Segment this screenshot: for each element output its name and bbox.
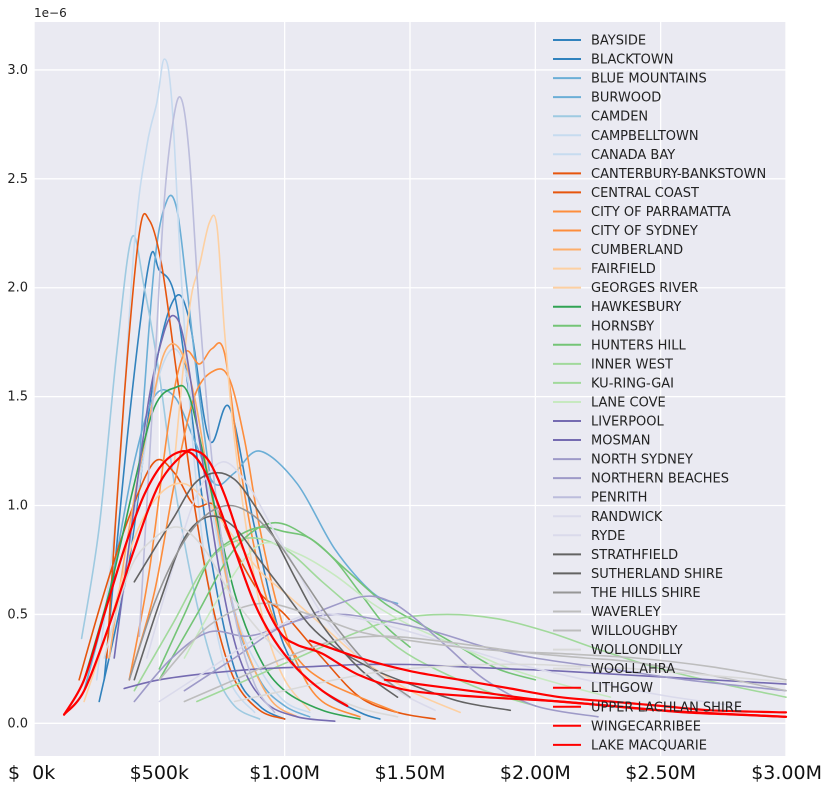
legend-label-lane-cove: LANE COVE	[591, 395, 666, 410]
legend-label-lithgow: LITHGOW	[591, 681, 653, 696]
legend-label-inner-west: INNER WEST	[591, 357, 673, 372]
legend-label-central-coast: CENTRAL COAST	[591, 186, 699, 201]
series-line-the-hills-shire	[128, 504, 411, 698]
legend-label-camden: CAMDEN	[591, 110, 648, 125]
legend-label-blacktown: BLACKTOWN	[591, 53, 673, 68]
legend-label-the-hills-shire: THE HILLS SHIRE	[590, 586, 701, 601]
y-tick-label: 0.5	[7, 607, 28, 622]
x-tick-label: $1.00M	[249, 762, 320, 784]
series-line-wingecarribee	[308, 639, 788, 714]
legend-label-liverpool: LIVERPOOL	[591, 415, 665, 430]
y-tick-label: 2.5	[7, 172, 28, 187]
series-line-randwick	[158, 612, 737, 707]
legend-label-hunters-hill: HUNTERS HILL	[591, 338, 686, 353]
legend-label-sutherland-shire: SUTHERLAND SHIRE	[591, 567, 723, 582]
series-line-woollahra	[233, 663, 787, 703]
series-line-camden	[80, 234, 261, 720]
series-line-hunters-hill	[158, 521, 537, 681]
legend-label-lake-macquarie: LAKE MACQUARIE	[591, 738, 707, 753]
legend-label-upper-lachlan-shire: UPPER LACHLAN SHIRE	[591, 700, 742, 715]
legend-label-wollondilly: WOLLONDILLY	[591, 643, 683, 658]
series-line-liverpool	[123, 663, 787, 690]
series-line-central-coast	[78, 458, 436, 720]
x-tick-label: $3.00M	[751, 762, 822, 784]
grid-lines	[33, 22, 787, 756]
series-line-waverley	[183, 635, 787, 703]
x-tick-label: $2.00M	[500, 762, 571, 784]
legend-label-canada-bay: CANADA BAY	[591, 148, 675, 163]
series-line-blacktown	[103, 250, 286, 720]
legend-label-cumberland: CUMBERLAND	[591, 243, 683, 258]
series-line-northern-beaches	[183, 613, 787, 692]
legend-label-northern-beaches: NORTHERN BEACHES	[591, 472, 729, 487]
legend-label-randwick: RANDWICK	[591, 510, 663, 525]
series-line-penrith	[138, 96, 276, 714]
legend-label-campbelltown: CAMPBELLTOWN	[591, 129, 699, 144]
legend-label-north-sydney: NORTH SYDNEY	[591, 453, 693, 468]
series-line-willoughby	[158, 602, 787, 681]
series-line-hornsby	[158, 526, 411, 670]
series-lines	[62, 58, 788, 722]
x-tick-label: $1.50M	[375, 762, 446, 784]
legend-label-mosman: MOSMAN	[591, 434, 651, 449]
legend-label-waverley: WAVERLEY	[591, 605, 661, 620]
x-tick-label: $ 0k	[8, 762, 55, 784]
y-tick-label: 1.0	[7, 499, 28, 514]
y-tick-label: 2.0	[7, 281, 28, 296]
legend: BAYSIDE BLACKTOWN BLUE MOUNTAINS BURWOOD CAM…	[553, 34, 766, 753]
y-axis-offset-label: 1e−6	[34, 6, 67, 20]
legend-label-city-of-sydney: CITY OF SYDNEY	[591, 224, 698, 239]
legend-label-georges-river: GEORGES RIVER	[591, 281, 698, 296]
legend-label-woollahra: WOOLLAHRA	[591, 662, 675, 677]
series-line-lane-cove	[183, 541, 612, 698]
legend-label-city-of-parramatta: CITY OF PARRAMATTA	[591, 205, 731, 220]
legend-label-hawkesbury: HAWKESBURY	[591, 300, 681, 315]
legend-label-penrith: PENRITH	[591, 491, 647, 506]
legend-label-bayside: BAYSIDE	[591, 34, 646, 49]
series-line-city-of-parramatta	[128, 368, 361, 718]
series-line-sutherland-shire	[133, 471, 399, 698]
series-line-inner-west	[133, 537, 537, 707]
series-line-lake-macquarie	[383, 678, 788, 718]
legend-label-ryde: RYDE	[591, 529, 625, 544]
x-axis: $ 0k $500k $1.00M $1.50M $2.00M $2.50M $3.00M	[8, 762, 822, 784]
y-axis: 0.0 0.5 1.0 1.5 2.0 2.5 3.0	[7, 63, 28, 731]
series-line-upper-lachlan-shire	[62, 448, 788, 718]
x-tick-label: $2.50M	[625, 762, 696, 784]
y-tick-label: 3.0	[7, 63, 28, 78]
y-tick-label: 0.0	[7, 716, 28, 731]
legend-label-willoughby: WILLOUGHBY	[591, 624, 678, 639]
series-line-lithgow	[62, 450, 349, 716]
legend-label-hornsby: HORNSBY	[591, 319, 654, 334]
series-line-north-sydney	[133, 595, 599, 718]
legend-label-burwood: BURWOOD	[591, 91, 661, 106]
legend-label-wingecarribee: WINGECARRIBEE	[591, 719, 701, 734]
legend-label-ku-ring-gai: KU-RING-GAI	[591, 376, 674, 391]
legend-label-strathfield: STRATHFIELD	[591, 548, 678, 563]
legend-label-fairfield: FAIRFIELD	[591, 262, 656, 277]
legend-label-canterbury-bankstown: CANTERBURY-BANKSTOWN	[591, 167, 766, 182]
x-tick-label: $500k	[130, 762, 189, 784]
legend-label-blue-mountains: BLUE MOUNTAINS	[591, 72, 707, 87]
y-tick-label: 1.5	[7, 390, 28, 405]
